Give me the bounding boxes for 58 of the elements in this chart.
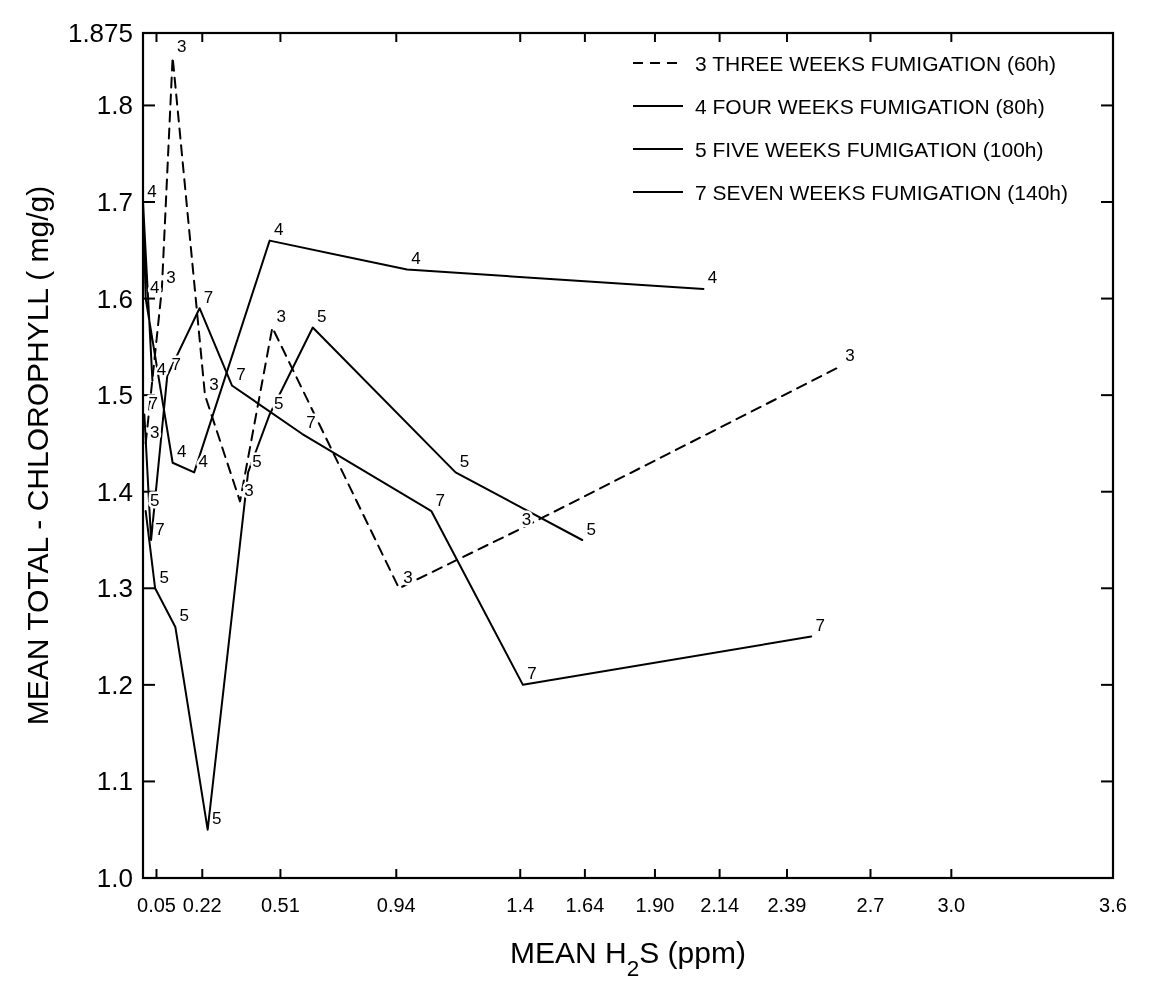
x-tick-label: 2.14: [700, 894, 740, 916]
y-tick-label: 1.3: [96, 573, 133, 604]
y-tick-label: 1.7: [96, 187, 133, 217]
legend-label: 4 FOUR WEEKS FUMIGATION (80h): [695, 94, 1045, 118]
annotation: 7: [815, 616, 825, 636]
y-axis-title: MEAN TOTAL - CHLOROPHYLL ( mg/g): [21, 185, 54, 726]
y-tick-label: 1.4: [96, 476, 133, 507]
annotation: 5: [211, 809, 222, 829]
x-tick-label: 0.51: [260, 894, 300, 916]
legend-label: 5 FIVE WEEKS FUMIGATION (100h): [695, 137, 1044, 161]
annotation: 4: [411, 249, 421, 269]
annotation: 3: [209, 374, 219, 394]
y-tick-label: 1.6: [96, 283, 133, 314]
annotation: 5: [586, 519, 596, 539]
annotation: 3: [166, 268, 176, 288]
x-tick-label: 1.64: [565, 894, 605, 916]
annotation: 7: [171, 355, 181, 375]
y-tick-label: 1.5: [96, 380, 133, 411]
y-tick-label: 1.2: [96, 669, 133, 700]
legend-label: 7 SEVEN WEEKS FUMIGATION (140h): [695, 180, 1069, 204]
annotation: 7: [527, 664, 537, 684]
annotation: 7: [306, 413, 316, 433]
x-tick-label: 3.6: [1099, 894, 1127, 916]
annotation: 4: [198, 451, 208, 471]
y-tick-label: 1.875: [67, 18, 133, 48]
annotation: 3: [403, 567, 413, 587]
y-tick-label: 1.8: [96, 90, 133, 121]
annotation: 5: [273, 393, 284, 413]
x-tick-label: 1.4: [506, 894, 535, 916]
annotation: 4: [147, 181, 157, 201]
x-tick-label: 2.39: [767, 894, 807, 916]
x-tick-label: 3.0: [937, 894, 966, 916]
x-tick-label: 0.22: [182, 894, 222, 916]
annotation: 4: [273, 220, 284, 240]
y-tick-label: 1.1: [96, 766, 133, 797]
annotation: 7: [203, 287, 214, 307]
annotation: 4: [707, 268, 718, 288]
annotation: 3: [276, 307, 287, 327]
annotation: 3: [176, 36, 187, 56]
annotation: 7: [435, 490, 446, 510]
annotation: 5: [179, 606, 190, 626]
y-tick-label: 1.0: [96, 863, 133, 893]
annotation: 4: [149, 278, 160, 298]
x-tick-label: 0.05: [137, 894, 176, 916]
annotation: 7: [155, 519, 165, 539]
annotation: 5: [159, 567, 169, 587]
annotation: 5: [317, 307, 327, 327]
x-tick-label: 2.7: [856, 894, 885, 916]
x-axis-title: MEAN H$_{2}$S (ppm): [510, 936, 746, 981]
legend-label: 3 THREE WEEKS FUMIGATION (60h): [695, 51, 1056, 75]
annotation: 3: [149, 422, 160, 442]
annotation: 5: [459, 451, 470, 471]
annotation: 3: [845, 345, 855, 365]
x-tick-label: 0.94: [376, 894, 416, 916]
annotation: 7: [236, 364, 246, 384]
annotation: 3: [521, 509, 532, 529]
annotation: 4: [176, 442, 187, 462]
x-tick-label: 1.90: [635, 894, 675, 916]
